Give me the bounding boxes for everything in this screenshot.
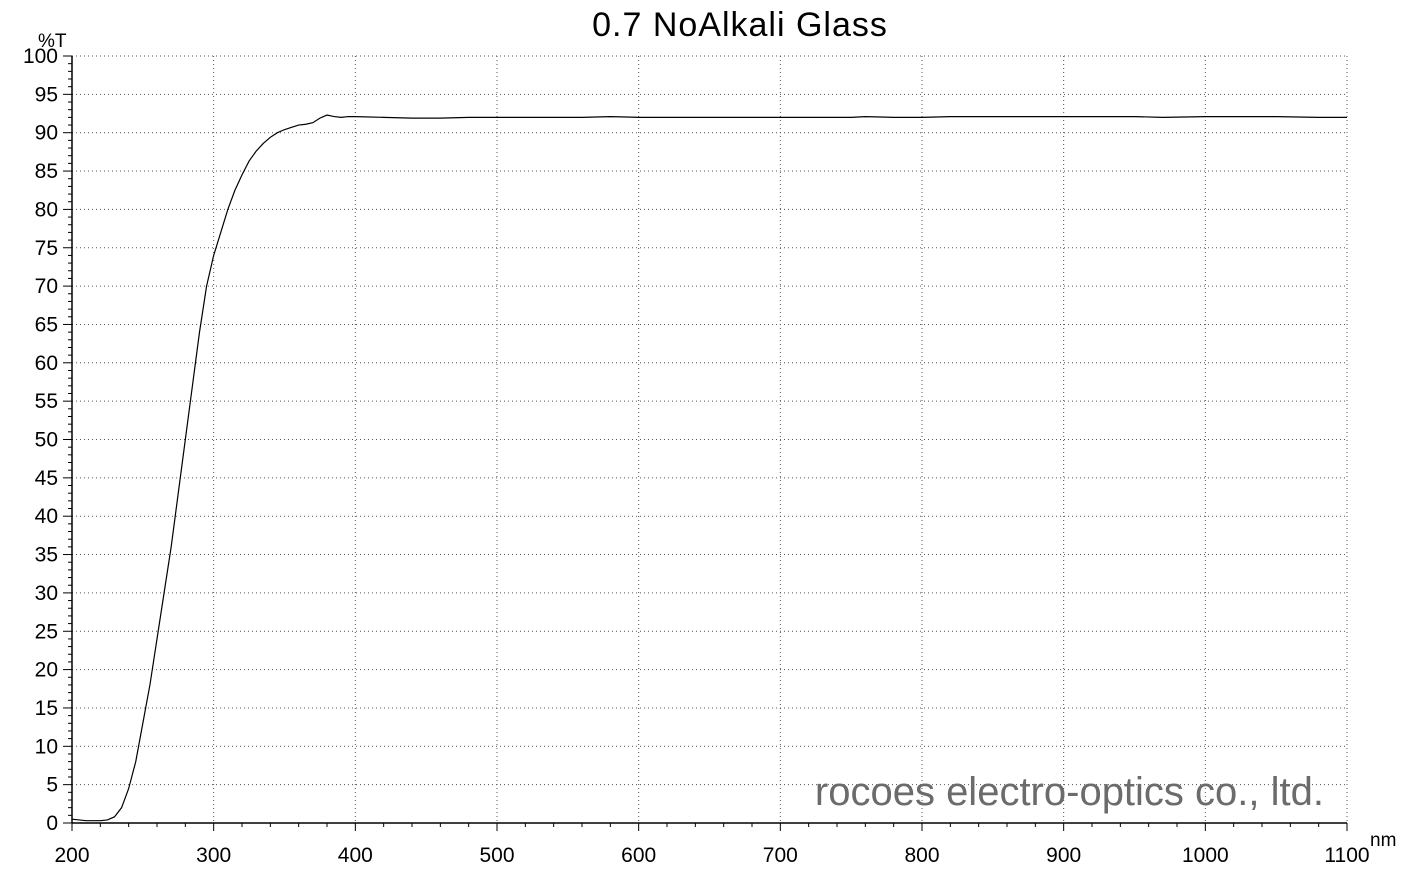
- y-tick-label: 50: [35, 429, 58, 452]
- y-tick-label: 55: [35, 390, 58, 413]
- x-tick-label: 900: [1046, 844, 1081, 867]
- axes: [71, 56, 1347, 824]
- y-tick-label: 5: [46, 774, 58, 797]
- y-axis-label: %T: [38, 31, 67, 52]
- grid-lines: [72, 55, 1348, 823]
- y-tick-label: 40: [35, 505, 58, 528]
- y-tick-label: 35: [35, 544, 58, 567]
- y-tick-label: 15: [35, 697, 58, 720]
- chart-title: 0.7 NoAlkali Glass: [592, 6, 888, 44]
- y-tick-label: 30: [35, 582, 58, 605]
- y-tick-label: 70: [35, 275, 58, 298]
- y-tick-label: 10: [35, 735, 58, 758]
- y-tick-label: 100: [23, 45, 58, 68]
- y-tick-label: 20: [35, 659, 58, 682]
- y-tick-label: 45: [35, 467, 58, 490]
- y-tick-label: 80: [35, 198, 58, 221]
- y-tick-label: 60: [35, 352, 58, 375]
- x-tick-label: 600: [621, 844, 656, 867]
- y-tick-label: 90: [35, 122, 58, 145]
- x-tick-label: 300: [196, 844, 231, 867]
- series-line-0: [71, 114, 1347, 822]
- y-tick-label: 95: [35, 83, 58, 106]
- x-tick-label: 200: [54, 844, 89, 867]
- y-tick-label: 75: [35, 237, 58, 260]
- x-tick-label: 400: [338, 844, 373, 867]
- y-tick-label: 25: [35, 620, 58, 643]
- x-axis-label: nm: [1370, 830, 1396, 851]
- series-layer: [71, 114, 1347, 822]
- y-tick-label: 0: [46, 812, 58, 835]
- tick-marks: [63, 55, 1348, 831]
- watermark-annotation: rocoes electro-optics co., ltd.: [815, 770, 1324, 814]
- x-tick-label: 700: [763, 844, 798, 867]
- y-tick-label: 85: [35, 160, 58, 183]
- x-tick-label: 500: [479, 844, 514, 867]
- x-tick-label: 800: [904, 844, 939, 867]
- y-tick-label: 65: [35, 313, 58, 336]
- tick-labels: 200 300 400 500 600 700 800 900 1000 1100 0 5 10 15 20…: [23, 45, 1370, 867]
- x-tick-label: 1100: [1324, 844, 1369, 867]
- x-tick-label: 1000: [1182, 844, 1229, 867]
